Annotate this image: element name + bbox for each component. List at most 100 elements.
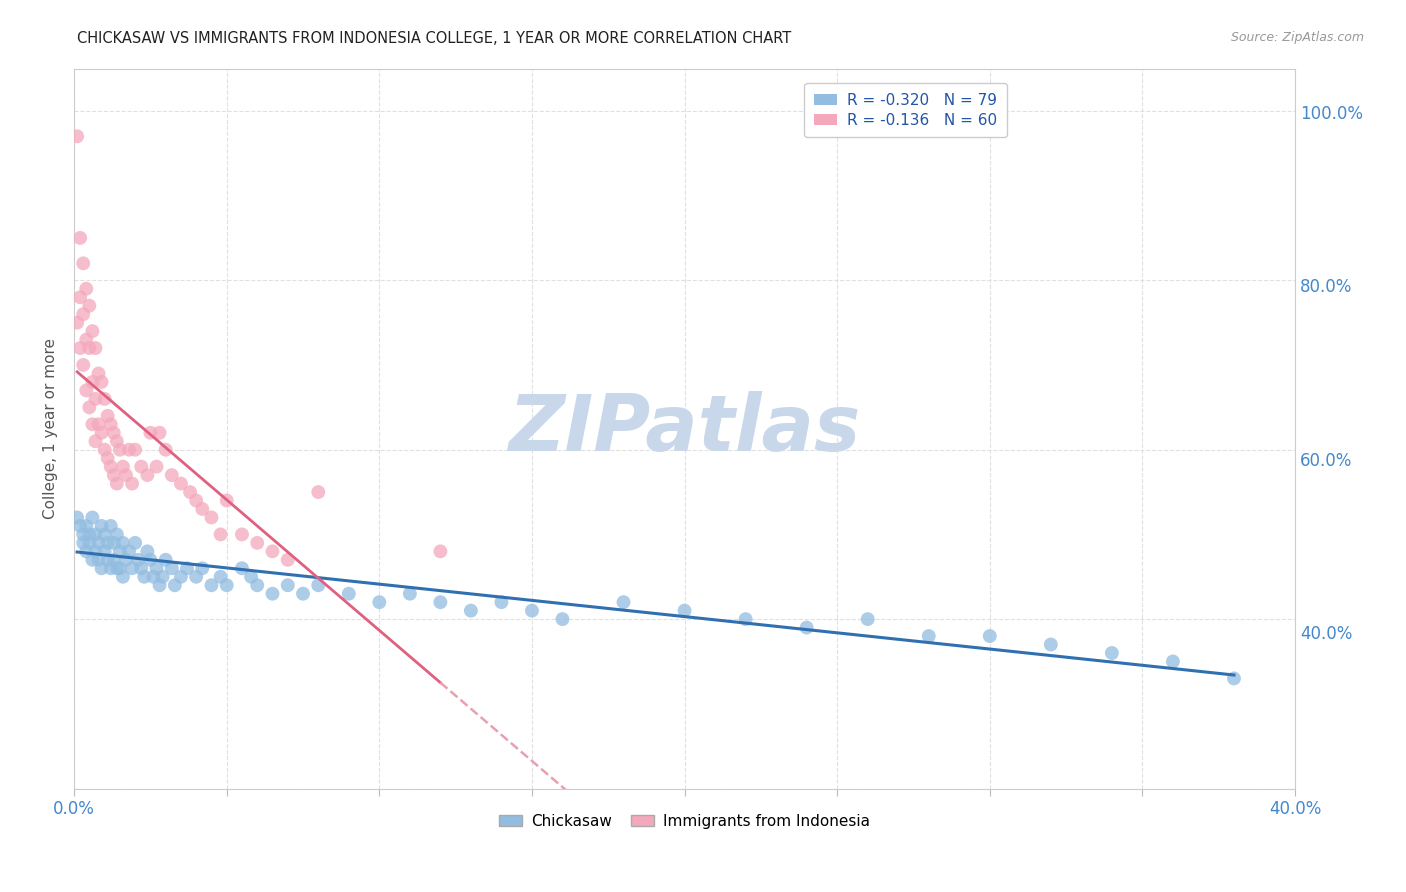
Point (100, 561, 122, 575)
Point (72, 307, 94, 321)
Point (368, 595, 391, 609)
Point (673, 604, 696, 618)
Point (139, 425, 162, 440)
Point (111, 536, 134, 550)
Point (200, 510, 222, 524)
Point (111, 459, 134, 474)
Point (551, 612, 574, 626)
Point (796, 621, 818, 635)
Point (136, 468, 159, 483)
Point (90, 425, 112, 440)
Point (292, 587, 315, 601)
Point (118, 544, 141, 558)
Text: ZIPatlas: ZIPatlas (509, 391, 860, 467)
Point (105, 527, 128, 541)
Point (460, 604, 482, 618)
Point (69, 341, 91, 355)
Point (231, 561, 253, 575)
Point (429, 544, 451, 558)
Point (100, 459, 122, 474)
Point (129, 561, 152, 575)
Point (108, 544, 131, 558)
Point (105, 476, 128, 491)
Point (72, 358, 94, 372)
Point (200, 578, 222, 592)
Point (129, 459, 152, 474)
Point (186, 493, 208, 508)
Point (79, 341, 101, 355)
Legend: Chickasaw, Immigrants from Indonesia: Chickasaw, Immigrants from Indonesia (494, 807, 876, 835)
Point (170, 476, 193, 491)
Point (66, 129, 89, 144)
Text: Source: ZipAtlas.com: Source: ZipAtlas.com (1230, 31, 1364, 45)
Point (72, 536, 94, 550)
Point (69, 290, 91, 304)
Point (100, 417, 122, 432)
Point (191, 561, 214, 575)
Point (127, 553, 149, 567)
Point (97, 409, 120, 423)
Point (105, 434, 128, 449)
Point (337, 587, 360, 601)
Point (103, 536, 125, 550)
Point (429, 595, 451, 609)
Point (97, 451, 120, 466)
Point (979, 629, 1001, 643)
Point (82, 324, 104, 338)
Point (215, 578, 238, 592)
Point (734, 612, 756, 626)
Point (111, 570, 134, 584)
Point (124, 536, 146, 550)
Point (277, 553, 299, 567)
Point (75, 333, 97, 347)
Point (108, 561, 131, 575)
Point (66, 510, 89, 524)
Point (93, 392, 115, 406)
Point (90, 375, 112, 389)
Point (84, 341, 107, 355)
Point (100, 519, 122, 533)
Point (246, 578, 269, 592)
Point (155, 553, 177, 567)
Point (491, 595, 513, 609)
Point (121, 561, 143, 575)
Point (82, 375, 104, 389)
Point (72, 256, 94, 270)
Point (121, 476, 143, 491)
Point (118, 442, 141, 457)
Point (612, 595, 634, 609)
Point (136, 544, 159, 558)
Point (1223, 672, 1246, 686)
Point (186, 570, 208, 584)
Point (115, 468, 138, 483)
Point (87, 553, 110, 567)
Point (160, 561, 183, 575)
Point (97, 536, 120, 550)
Point (215, 493, 238, 508)
Point (209, 527, 232, 541)
Point (82, 510, 104, 524)
Point (103, 425, 125, 440)
Point (142, 570, 165, 584)
Point (262, 587, 284, 601)
Point (155, 442, 177, 457)
Point (69, 231, 91, 245)
Point (277, 578, 299, 592)
Point (103, 468, 125, 483)
Point (75, 384, 97, 398)
Point (209, 570, 232, 584)
Point (105, 561, 128, 575)
Point (152, 570, 174, 584)
Point (148, 425, 170, 440)
Point (307, 578, 329, 592)
Point (856, 612, 879, 626)
Point (262, 544, 284, 558)
Point (179, 485, 201, 500)
Point (84, 527, 107, 541)
Point (139, 553, 162, 567)
Point (307, 485, 329, 500)
Point (163, 578, 186, 592)
Point (93, 544, 115, 558)
Point (134, 570, 156, 584)
Point (87, 536, 110, 550)
